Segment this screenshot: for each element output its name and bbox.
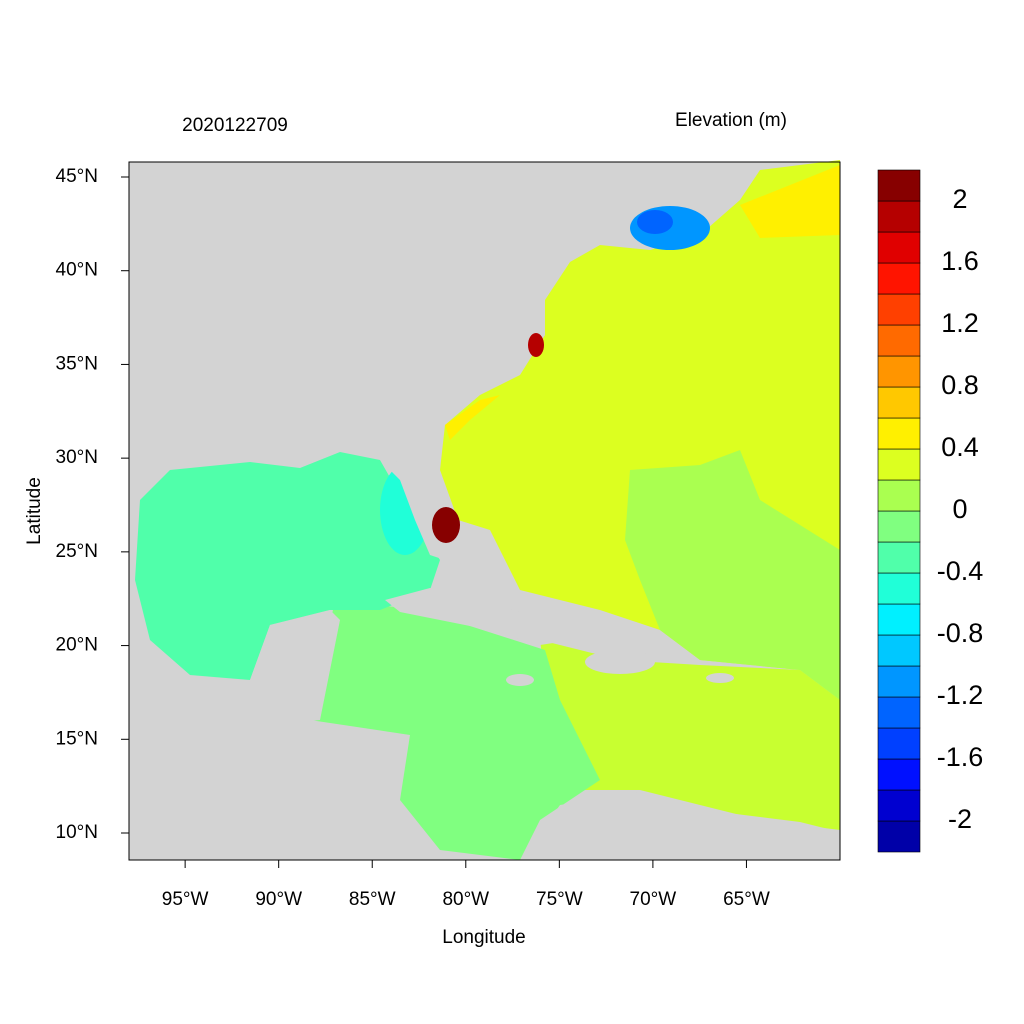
axes: 95°W 90°W 85°W 80°W 75°W 70°W 65°W 10°N 15°N 20°N…	[56, 166, 770, 910]
cape-hatteras	[528, 333, 544, 357]
colorbar-box	[877, 696, 921, 729]
x-tick-label: 80°W	[442, 889, 489, 910]
x-tick-label: 65°W	[723, 889, 770, 910]
y-tick-label: 40°N	[56, 260, 98, 281]
y-tick-label: 35°N	[56, 353, 98, 374]
colorbar-box	[877, 386, 921, 419]
colorbar-box	[877, 324, 921, 357]
colorbar-box	[877, 634, 921, 667]
colorbar-label: 0.8	[941, 370, 979, 400]
x-axis-label: Longitude	[442, 927, 525, 948]
colorbar-label: -2	[948, 804, 972, 834]
colorbar-box	[877, 355, 921, 388]
colorbar-label: -0.8	[937, 618, 984, 648]
y-tick-label: 10°N	[56, 822, 98, 843]
south-america	[520, 792, 840, 860]
y-tick-label: 30°N	[56, 447, 98, 468]
gulf-of-mexico	[135, 452, 440, 680]
colorbar-label: 0	[952, 494, 967, 524]
colorbar-box	[877, 293, 921, 326]
map-title: 2020122709	[182, 115, 288, 136]
colorbar-box	[877, 727, 921, 760]
colorbar-label: 1.6	[941, 246, 979, 276]
colorbar-label: -0.4	[937, 556, 984, 586]
carolina-coast	[445, 395, 500, 440]
florida-surge	[432, 507, 460, 543]
colorbar-box	[877, 665, 921, 698]
colorbar-box	[877, 758, 921, 791]
colorbar-box	[877, 820, 921, 853]
colorbar: 2 1.6 1.2 0.8 0.4 0 -0.4 -0.8 -1.2 -1.6 -2	[877, 169, 984, 853]
colorbar-box	[877, 510, 921, 543]
cuba	[385, 588, 560, 645]
map-subtitle: Elevation (m)	[675, 110, 787, 131]
colorbar-label: -1.6	[937, 742, 984, 772]
yucatan	[250, 610, 340, 722]
colorbar-box	[877, 417, 921, 450]
x-tick-label: 75°W	[536, 889, 583, 910]
scotian-shelf	[740, 165, 840, 238]
atlantic-central	[625, 450, 840, 700]
map-area	[128, 160, 841, 861]
colorbar-box	[877, 169, 921, 202]
y-tick-label: 25°N	[56, 541, 98, 562]
x-tick-label: 90°W	[255, 889, 302, 910]
y-tick-label: 20°N	[56, 635, 98, 656]
colorbar-box	[877, 603, 921, 636]
colorbar-box	[877, 231, 921, 264]
colorbar-label: 0.4	[941, 432, 979, 462]
colorbar-label: 2	[952, 184, 967, 214]
colorbar-label: -1.2	[937, 680, 984, 710]
colorbar-box	[877, 479, 921, 512]
x-tick-label: 95°W	[162, 889, 209, 910]
jamaica	[506, 674, 534, 686]
colorbar-box	[877, 262, 921, 295]
gulf-of-maine-inner	[637, 210, 673, 234]
colorbar-box	[877, 448, 921, 481]
puerto-rico	[706, 673, 734, 683]
colorbar-box	[877, 572, 921, 605]
colorbar-label: 1.2	[941, 308, 979, 338]
colorbar-box	[877, 789, 921, 822]
colorbar-box	[877, 541, 921, 574]
caribbean-east	[540, 640, 840, 830]
x-tick-label: 70°W	[630, 889, 677, 910]
hispaniola	[585, 650, 655, 674]
colorbar-box	[877, 200, 921, 233]
y-tick-label: 45°N	[56, 166, 98, 187]
map-frame	[128, 161, 841, 861]
y-axis-label: Latitude	[24, 477, 45, 545]
caribbean-west	[310, 600, 600, 860]
x-tick-label: 85°W	[349, 889, 396, 910]
y-tick-label: 15°N	[56, 728, 98, 749]
